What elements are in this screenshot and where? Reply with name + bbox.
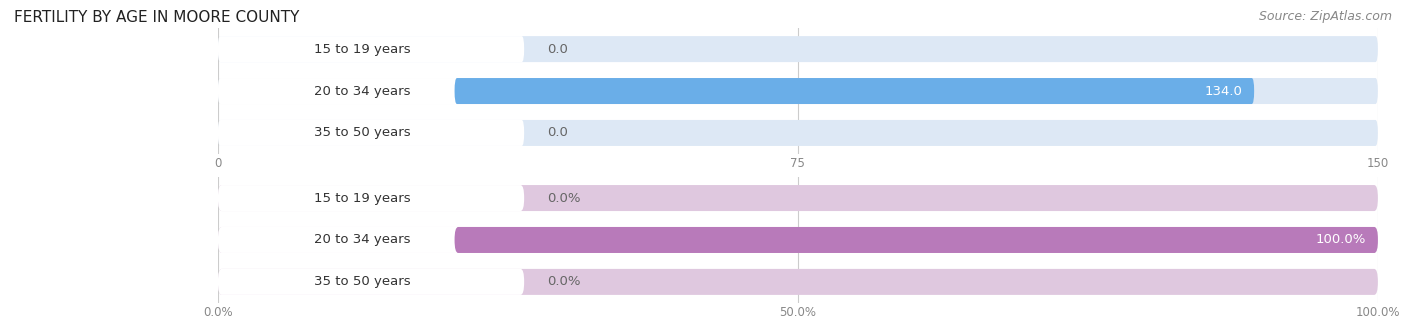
- Text: 0.0: 0.0: [547, 126, 568, 139]
- Text: 0.0%: 0.0%: [547, 275, 581, 288]
- Text: 15 to 19 years: 15 to 19 years: [315, 192, 411, 205]
- Text: 15 to 19 years: 15 to 19 years: [315, 43, 411, 56]
- Text: 20 to 34 years: 20 to 34 years: [315, 233, 411, 247]
- Text: 20 to 34 years: 20 to 34 years: [315, 84, 411, 98]
- Text: 0.0: 0.0: [547, 43, 568, 56]
- Text: FERTILITY BY AGE IN MOORE COUNTY: FERTILITY BY AGE IN MOORE COUNTY: [14, 10, 299, 25]
- FancyBboxPatch shape: [218, 78, 524, 104]
- FancyBboxPatch shape: [454, 78, 1254, 104]
- FancyBboxPatch shape: [218, 269, 1378, 295]
- FancyBboxPatch shape: [218, 269, 524, 295]
- FancyBboxPatch shape: [218, 36, 524, 62]
- FancyBboxPatch shape: [218, 36, 1378, 62]
- FancyBboxPatch shape: [218, 120, 1378, 146]
- FancyBboxPatch shape: [218, 185, 524, 211]
- Text: 35 to 50 years: 35 to 50 years: [315, 275, 411, 288]
- FancyBboxPatch shape: [218, 185, 1378, 211]
- Text: 100.0%: 100.0%: [1316, 233, 1367, 247]
- FancyBboxPatch shape: [454, 227, 1378, 253]
- FancyBboxPatch shape: [218, 78, 1378, 104]
- Text: 134.0: 134.0: [1205, 84, 1243, 98]
- Text: 0.0%: 0.0%: [547, 192, 581, 205]
- Text: Source: ZipAtlas.com: Source: ZipAtlas.com: [1258, 10, 1392, 23]
- Text: 35 to 50 years: 35 to 50 years: [315, 126, 411, 139]
- FancyBboxPatch shape: [218, 120, 524, 146]
- FancyBboxPatch shape: [218, 227, 1378, 253]
- FancyBboxPatch shape: [218, 227, 524, 253]
